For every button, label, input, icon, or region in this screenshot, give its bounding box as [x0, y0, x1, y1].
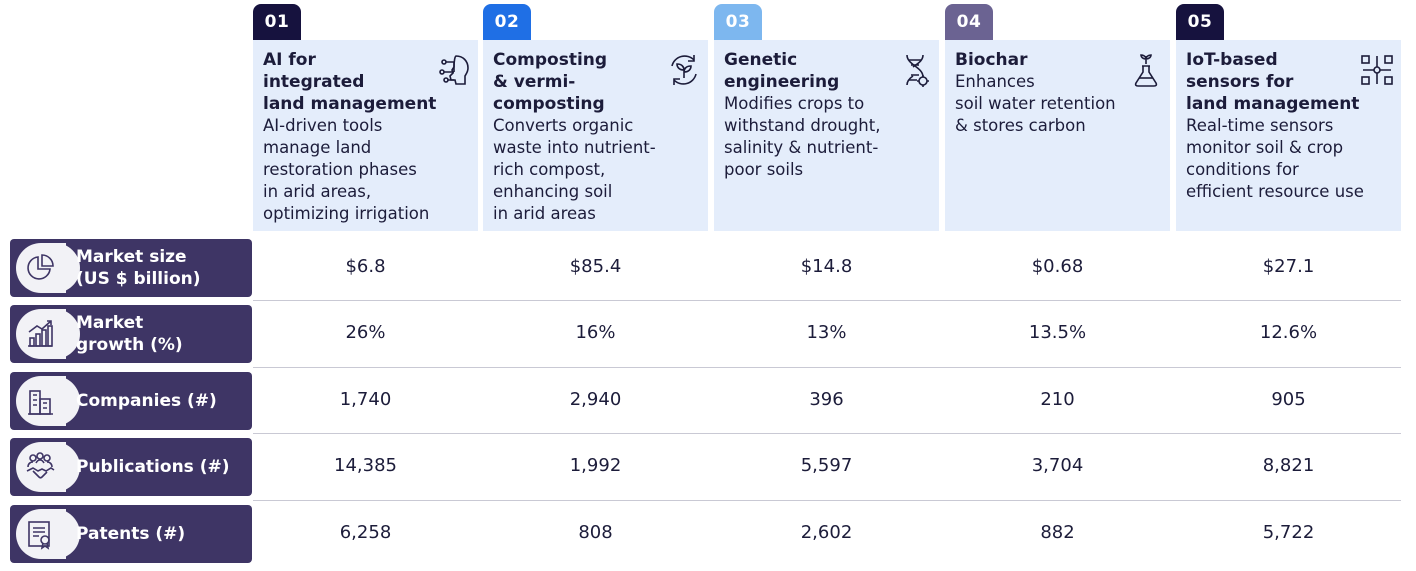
row-label-text: Market growth (%): [76, 313, 183, 355]
column-number-badge: 05: [1176, 4, 1224, 40]
row-label-patents: Patents (#): [10, 505, 252, 563]
table-cell: 2,602: [800, 521, 853, 543]
table-cell: 905: [1271, 388, 1306, 410]
column-description: Converts organic waste into nutrient- ri…: [493, 116, 656, 223]
row-label-text: Companies (#): [76, 391, 217, 411]
column-title: AI for integrated land management: [263, 50, 437, 114]
flask-sprout-icon: [1134, 54, 1158, 87]
table-cell: 396: [809, 388, 844, 410]
column-description: Real-time sensors monitor soil & crop co…: [1186, 116, 1364, 201]
row-divider: [253, 300, 1401, 301]
dna-icon: [906, 54, 929, 87]
table-cell: 8,821: [1262, 454, 1315, 476]
column-description: Modifies crops to withstand drought, sal…: [724, 94, 881, 179]
row-icon-background: [16, 376, 80, 426]
table-cell: 13.5%: [1028, 321, 1087, 343]
column-title: Genetic engineering: [724, 50, 840, 92]
row-label-text: Market size (US $ billion): [76, 247, 201, 289]
column-number-badge: 02: [483, 4, 531, 40]
column-card: AI for integrated land management AI-dri…: [253, 40, 478, 231]
row-label-companies: Companies (#): [10, 372, 252, 430]
certificate-icon: [28, 521, 50, 550]
table-cell: $0.68: [1031, 255, 1084, 277]
sensor-network-icon: [1361, 55, 1393, 85]
row-icon-background: [16, 442, 80, 492]
table-cell: 12.6%: [1259, 321, 1318, 343]
pie-chart-icon: [27, 254, 54, 280]
column-title: Biochar: [955, 50, 1028, 70]
column-number-badge: 04: [945, 4, 993, 40]
ai-head-icon: [439, 55, 469, 85]
buildings-icon: [28, 390, 53, 415]
column-card: Composting & vermi- composting Converts …: [483, 40, 708, 231]
column-description: AI-driven tools manage land restoration …: [263, 116, 430, 223]
recycle-plant-icon: [671, 55, 697, 85]
column-card: Biochar Enhances soil water retention & …: [945, 40, 1170, 231]
table-cell: $6.8: [345, 255, 386, 277]
column-card: IoT-based sensors for land management Re…: [1176, 40, 1401, 231]
bar-growth-icon: [28, 320, 53, 347]
column-card: Genetic engineering Modifies crops to wi…: [714, 40, 939, 231]
row-label-market-size: Market size (US $ billion): [10, 239, 252, 297]
table-cell: 16%: [575, 321, 616, 343]
row-icon-background: [16, 243, 80, 293]
row-icon-background: [16, 309, 80, 359]
table-cell: 13%: [806, 321, 847, 343]
column-number-badge: 01: [253, 4, 301, 40]
table-cell: 5,722: [1262, 521, 1315, 543]
row-divider: [253, 433, 1401, 434]
row-label-market-growth: Market growth (%): [10, 305, 252, 363]
table-cell: 210: [1040, 388, 1075, 410]
table-cell: 14,385: [334, 454, 397, 476]
table-cell: 5,597: [800, 454, 853, 476]
column-title: IoT-based sensors for land management: [1186, 50, 1360, 114]
column-description: Enhances soil water retention & stores c…: [955, 72, 1116, 135]
table-cell: 3,704: [1031, 454, 1084, 476]
row-divider: [253, 367, 1401, 368]
table-cell: 2,940: [569, 388, 622, 410]
column-title: Composting & vermi- composting: [493, 50, 608, 114]
row-icon-background: [16, 509, 80, 559]
row-divider: [253, 500, 1401, 501]
table-cell: 6,258: [339, 521, 392, 543]
row-label-text: Publications (#): [76, 457, 230, 477]
row-label-publications: Publications (#): [10, 438, 252, 496]
table-cell: 1,992: [569, 454, 622, 476]
table-cell: 1,740: [339, 388, 392, 410]
table-cell: 808: [578, 521, 613, 543]
table-cell: $27.1: [1262, 255, 1315, 277]
row-label-text: Patents (#): [76, 524, 186, 544]
table-cell: 882: [1040, 521, 1075, 543]
table-cell: $85.4: [569, 255, 622, 277]
table-cell: 26%: [345, 321, 386, 343]
handshake-people-icon: [26, 452, 55, 479]
table-cell: $14.8: [800, 255, 853, 277]
column-number-badge: 03: [714, 4, 762, 40]
